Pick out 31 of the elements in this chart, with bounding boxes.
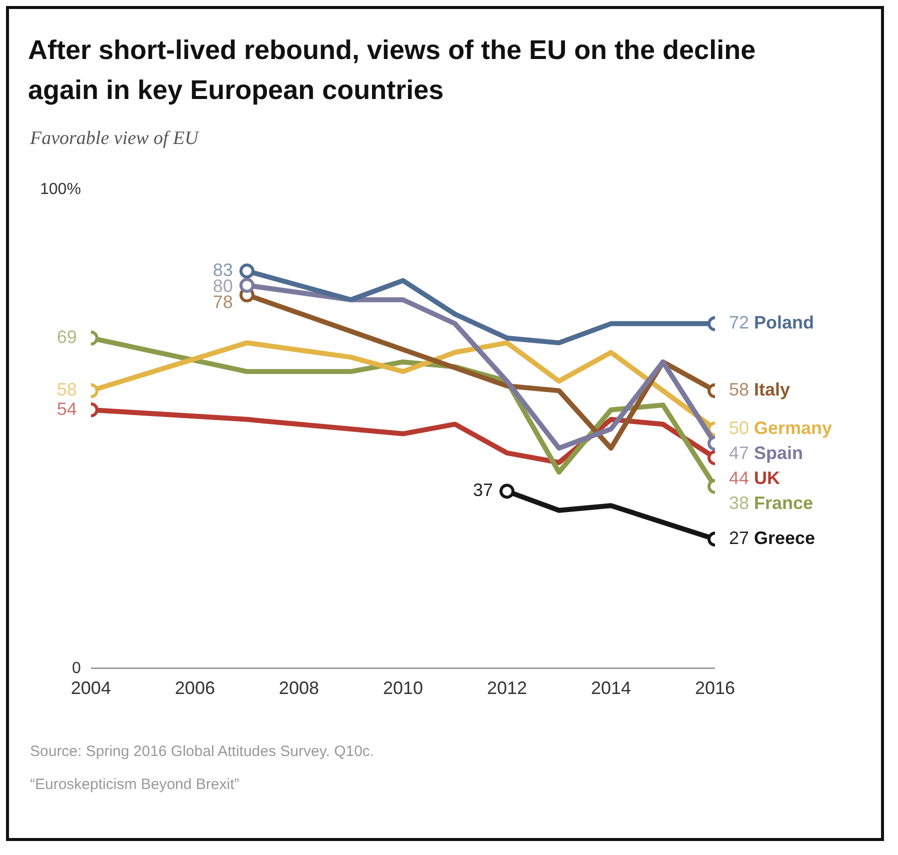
x-tick-label: 2012 xyxy=(486,678,527,698)
chart-subtitle: Favorable view of EU xyxy=(30,128,198,150)
x-tick-label: 2004 xyxy=(70,678,111,698)
data-label: 38 xyxy=(729,492,750,513)
data-label: 37 xyxy=(472,480,493,500)
x-tick-label: 2014 xyxy=(590,678,632,698)
data-label: 27 xyxy=(729,528,750,548)
x-tick-label: 2008 xyxy=(278,678,319,698)
data-label: 47 xyxy=(729,442,750,463)
series-label: UK xyxy=(754,468,780,488)
source-note: Source: Spring 2016 Global Attitudes Survey. Q10c. xyxy=(30,742,374,762)
x-tick-label: 2010 xyxy=(382,678,423,698)
series-label: Poland xyxy=(754,312,814,333)
data-label: 58 xyxy=(56,380,77,400)
series-label: Germany xyxy=(754,418,832,438)
series-label: France xyxy=(754,492,814,513)
data-label: 44 xyxy=(729,468,750,488)
data-label: 58 xyxy=(729,380,750,400)
chart-title: After short-lived rebound, views of the EU on the decline again in key European countries xyxy=(28,34,757,107)
text: “Euroskepticism Beyond Brexit” xyxy=(30,775,240,795)
x-tick-label: 2006 xyxy=(174,678,215,698)
data-label: 50 xyxy=(729,418,750,438)
x-tick-label: 2016 xyxy=(694,678,736,698)
series-label: Italy xyxy=(754,380,790,400)
data-label: 69 xyxy=(56,326,77,347)
data-label: 72 xyxy=(729,312,750,333)
y-tick-label: 100% xyxy=(40,181,81,198)
y-tick-label: 0 xyxy=(72,660,82,677)
series-label: Greece xyxy=(754,528,816,548)
series-label: Spain xyxy=(754,442,804,463)
data-label: 54 xyxy=(56,398,77,419)
